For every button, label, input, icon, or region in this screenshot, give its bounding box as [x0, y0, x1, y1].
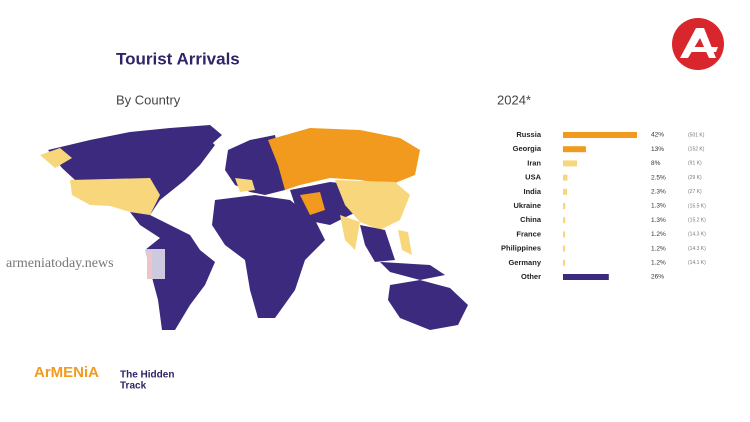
bar — [563, 203, 566, 209]
count-label: (14.1 K) — [688, 260, 706, 266]
count-label: (14.3 K) — [688, 246, 706, 252]
category-label: India — [523, 187, 541, 196]
category-label: France — [516, 229, 541, 238]
brand-tagline: The Hidden — [120, 370, 174, 381]
value-label: 2.5% — [651, 174, 666, 181]
title: Tourist Arrivals — [116, 49, 240, 68]
bar — [563, 217, 566, 224]
subtitle: By Country — [116, 92, 181, 107]
category-label: China — [520, 215, 542, 224]
watermark: armeniatoday.news — [6, 256, 114, 271]
chart-title: 2024* — [497, 92, 531, 107]
category-label: Iran — [527, 158, 541, 167]
bar — [563, 188, 568, 195]
value-label: 42% — [651, 132, 664, 139]
count-label: (91 K) — [688, 161, 702, 167]
category-label: Philippines — [501, 244, 541, 253]
brand-tagline: Track — [120, 381, 147, 392]
bar — [563, 132, 637, 138]
bar — [563, 259, 566, 266]
category-label: Georgia — [513, 144, 542, 153]
bar-chart: Russia 42% (501 K) Georgia 13% (152 K) Iran 8% (… — [501, 130, 706, 281]
count-label: (501 K) — [688, 132, 705, 138]
count-label: (15.5 K) — [688, 203, 706, 209]
category-label: Ukraine — [513, 201, 541, 210]
bar — [563, 274, 609, 280]
category-label: USA — [525, 173, 541, 182]
bar — [563, 174, 568, 181]
value-label: 26% — [651, 274, 664, 281]
bar — [563, 231, 566, 238]
value-label: 1.2% — [651, 231, 666, 238]
value-label: 8% — [651, 160, 661, 167]
watermark-band — [0, 249, 165, 279]
value-label: 13% — [651, 146, 664, 153]
value-label: 1.2% — [651, 260, 666, 267]
count-label: (29 K) — [688, 175, 702, 181]
category-label: Other — [521, 272, 541, 281]
bar — [563, 160, 578, 167]
world-map — [40, 125, 468, 330]
bar — [563, 245, 566, 252]
logo-badge — [672, 18, 724, 70]
value-label: 1.3% — [651, 203, 666, 210]
category-label: Germany — [508, 258, 541, 267]
count-label: (15.2 K) — [688, 218, 706, 224]
value-label: 1.3% — [651, 217, 666, 224]
value-label: 2.3% — [651, 189, 666, 196]
brand-name: ArMENiA — [34, 364, 99, 381]
count-label: (27 K) — [688, 189, 702, 195]
category-label: Russia — [516, 130, 541, 139]
count-label: (14.3 K) — [688, 232, 706, 238]
count-label: (152 K) — [688, 147, 705, 153]
bar — [563, 146, 586, 153]
value-label: 1.2% — [651, 245, 666, 252]
